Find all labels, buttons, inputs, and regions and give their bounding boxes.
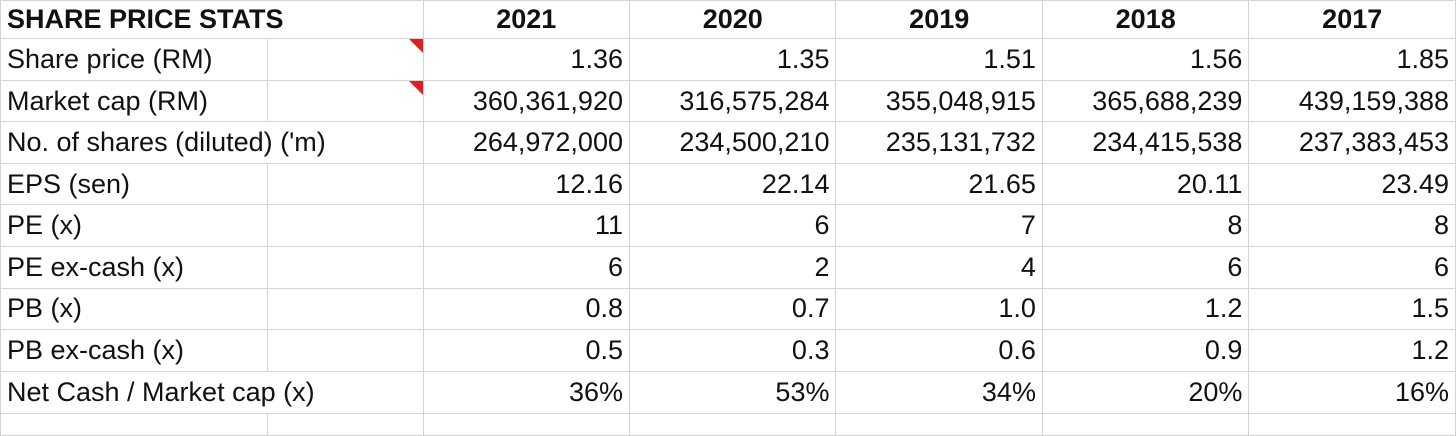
value-cell[interactable]: 1.56	[1041, 38, 1250, 81]
value-cell[interactable]: 4	[835, 245, 1043, 289]
empty-cell[interactable]	[0, 413, 268, 436]
value-cell[interactable]: 16%	[1248, 370, 1456, 415]
row-label-shares[interactable]: No. of shares (diluted) ('m)	[0, 121, 424, 164]
empty-cell[interactable]	[835, 413, 1043, 436]
value-cell[interactable]: 12.16	[422, 162, 630, 206]
value-cell[interactable]: 11	[422, 204, 630, 247]
value-cell[interactable]: 8	[1041, 204, 1250, 247]
value-cell[interactable]: 8	[1248, 204, 1456, 247]
table-row: No. of shares (diluted) ('m) 264,972,000…	[0, 121, 1456, 164]
row-label-eps[interactable]: EPS (sen)	[0, 162, 268, 206]
table-row: PE ex-cash (x) 6 2 4 6 6	[0, 245, 1456, 289]
value-cell[interactable]: 20%	[1041, 370, 1250, 415]
value-cell[interactable]: 20.11	[1041, 162, 1250, 206]
empty-cell[interactable]	[1041, 413, 1250, 436]
table-row: EPS (sen) 12.16 22.14 21.65 20.11 23.49	[0, 162, 1456, 206]
value-cell[interactable]: 264,972,000	[422, 121, 630, 164]
row-label-pb-ex-cash[interactable]: PB ex-cash (x)	[0, 329, 268, 372]
value-cell[interactable]: 0.8	[422, 287, 630, 331]
value-cell[interactable]: 53%	[628, 370, 837, 415]
value-cell[interactable]: 0.7	[628, 287, 837, 331]
value-cell[interactable]: 1.5	[1248, 287, 1456, 331]
table-row: Market cap (RM) 360,361,920 316,575,284 …	[0, 79, 1456, 123]
year-header-2021[interactable]: 2021	[422, 0, 630, 40]
empty-cell[interactable]	[266, 329, 424, 372]
empty-cell[interactable]	[422, 413, 630, 436]
value-cell[interactable]: 439,159,388	[1248, 79, 1456, 123]
row-label-pb[interactable]: PB (x)	[0, 287, 268, 331]
table-row: PE (x) 11 6 7 8 8	[0, 204, 1456, 247]
row-label-pe[interactable]: PE (x)	[0, 204, 268, 247]
value-cell[interactable]: 1.85	[1248, 38, 1456, 81]
value-cell[interactable]: 316,575,284	[628, 79, 837, 123]
year-header-2018[interactable]: 2018	[1041, 0, 1250, 40]
row-label-pe-ex-cash[interactable]: PE ex-cash (x)	[0, 245, 268, 289]
table-row: Share price (RM) 1.36 1.35 1.51 1.56 1.8…	[0, 38, 1456, 81]
value-cell[interactable]: 1.2	[1041, 287, 1250, 331]
value-cell[interactable]: 1.35	[628, 38, 837, 81]
value-cell[interactable]: 355,048,915	[835, 79, 1043, 123]
table-row: PB (x) 0.8 0.7 1.0 1.2 1.5	[0, 287, 1456, 331]
row-label-net-cash[interactable]: Net Cash / Market cap (x)	[0, 370, 424, 415]
value-cell[interactable]: 237,383,453	[1248, 121, 1456, 164]
value-cell[interactable]: 6	[1248, 245, 1456, 289]
value-cell[interactable]: 0.6	[835, 329, 1043, 372]
value-cell[interactable]: 34%	[835, 370, 1043, 415]
value-cell[interactable]: 23.49	[1248, 162, 1456, 206]
value-cell[interactable]: 0.9	[1041, 329, 1250, 372]
year-header-2020[interactable]: 2020	[628, 0, 837, 40]
value-cell[interactable]: 7	[835, 204, 1043, 247]
comment-marker-icon[interactable]	[408, 81, 423, 95]
value-cell[interactable]: 0.5	[422, 329, 630, 372]
year-header-2019[interactable]: 2019	[835, 0, 1043, 40]
empty-cell[interactable]	[266, 245, 424, 289]
row-label-share-price[interactable]: Share price (RM)	[0, 38, 268, 81]
empty-cell[interactable]	[266, 413, 424, 436]
value-cell[interactable]: 36%	[422, 370, 630, 415]
empty-cell[interactable]	[266, 204, 424, 247]
value-cell[interactable]: 360,361,920	[422, 79, 630, 123]
value-cell[interactable]: 365,688,239	[1041, 79, 1250, 123]
value-cell[interactable]: 234,500,210	[628, 121, 837, 164]
empty-cell[interactable]	[266, 287, 424, 331]
value-cell[interactable]: 2	[628, 245, 837, 289]
table-title[interactable]: SHARE PRICE STATS	[0, 0, 424, 40]
empty-cell[interactable]	[266, 162, 424, 206]
value-cell[interactable]: 1.0	[835, 287, 1043, 331]
value-cell[interactable]: 235,131,732	[835, 121, 1043, 164]
value-cell[interactable]: 21.65	[835, 162, 1043, 206]
value-cell[interactable]: 1.36	[422, 38, 630, 81]
value-cell[interactable]: 6	[628, 204, 837, 247]
row-label-text: Share price (RM)	[7, 44, 213, 75]
empty-cell[interactable]	[628, 413, 837, 436]
value-cell[interactable]: 6	[1041, 245, 1250, 289]
value-cell[interactable]: 1.2	[1248, 329, 1456, 372]
comment-marker-icon[interactable]	[408, 39, 423, 54]
empty-cell[interactable]	[1248, 413, 1456, 436]
note-cell[interactable]	[266, 38, 424, 81]
value-cell[interactable]: 234,415,538	[1041, 121, 1250, 164]
note-cell[interactable]	[266, 79, 424, 123]
row-label-text: Market cap (RM)	[7, 85, 209, 116]
row-label-market-cap[interactable]: Market cap (RM)	[0, 79, 268, 123]
year-header-2017[interactable]: 2017	[1248, 0, 1456, 40]
header-row: SHARE PRICE STATS 2021 2020 2019 2018 20…	[0, 0, 1456, 40]
table-row: Net Cash / Market cap (x) 36% 53% 34% 20…	[0, 370, 1456, 415]
value-cell[interactable]: 0.3	[628, 329, 837, 372]
table-row: PB ex-cash (x) 0.5 0.3 0.6 0.9 1.2	[0, 329, 1456, 372]
value-cell[interactable]: 1.51	[835, 38, 1043, 81]
empty-row	[0, 413, 1456, 436]
value-cell[interactable]: 22.14	[628, 162, 837, 206]
value-cell[interactable]: 6	[422, 245, 630, 289]
